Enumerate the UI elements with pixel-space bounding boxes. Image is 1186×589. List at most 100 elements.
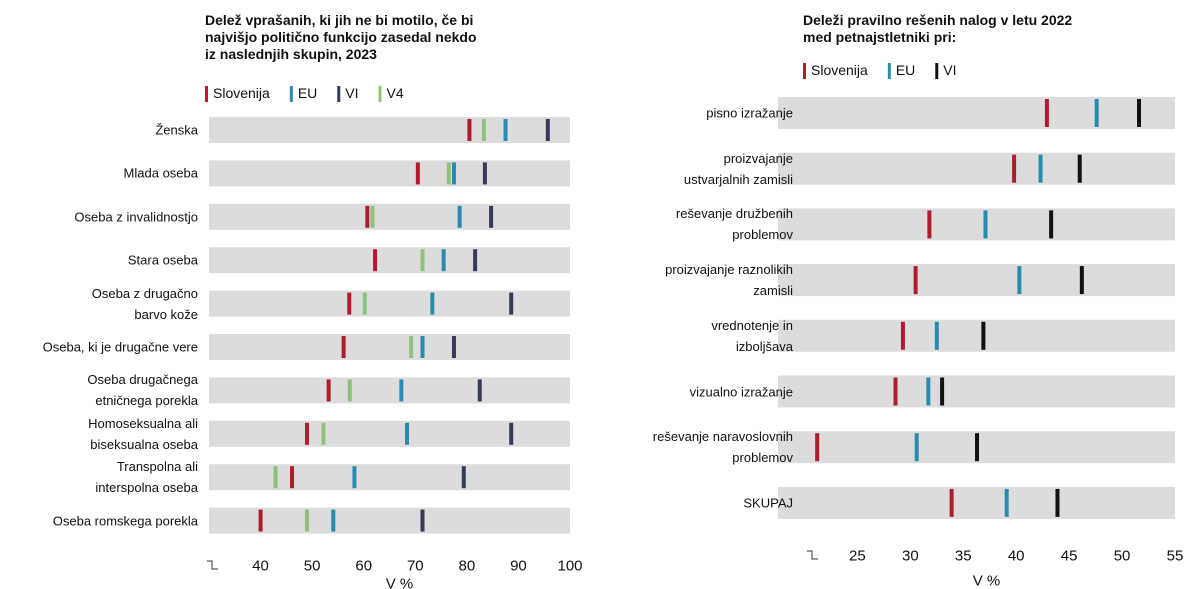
row-band: [209, 160, 570, 187]
dot-mark: [949, 488, 954, 517]
dot-mark: [290, 466, 295, 489]
row-band: [209, 377, 570, 404]
dot-mark: [489, 205, 494, 228]
legend-swatch: [337, 86, 341, 102]
dot-mark: [326, 379, 331, 402]
dot-mark: [352, 466, 357, 489]
dot-mark: [913, 266, 918, 295]
dot-mark: [370, 205, 375, 228]
dot-mark: [934, 321, 939, 350]
row-band: [209, 334, 570, 360]
x-axis-label: V %: [385, 575, 414, 589]
dot-mark: [409, 336, 414, 358]
dot-mark: [926, 377, 931, 406]
x-tick-label: 50: [1113, 547, 1131, 565]
x-tick-label: 40: [1007, 547, 1025, 565]
category-label: Stara oseba: [127, 252, 198, 268]
dot-mark: [481, 119, 486, 141]
dot-mark: [430, 292, 435, 315]
dot-mark: [321, 422, 326, 445]
row-band: [778, 486, 1175, 519]
category-label: reševanje naravoslovnih problemov: [652, 429, 793, 466]
x-tick-label: 60: [355, 557, 373, 575]
category-label: Oseba drugačnega etničnega porekla: [87, 372, 198, 409]
legend-swatch: [289, 86, 293, 102]
row-band: [209, 464, 570, 491]
legend-swatch: [378, 86, 382, 102]
dot-mark: [815, 433, 820, 462]
dot-mark: [1079, 266, 1084, 295]
dot-mark: [900, 321, 905, 350]
legend-label: VI: [345, 85, 359, 101]
dot-mark: [1017, 266, 1022, 295]
category-label: Ženska: [155, 122, 198, 138]
axis-break: [207, 560, 218, 570]
chart-title: Delež vprašanih, ki jih ne bi motilo, če…: [205, 12, 477, 62]
dot-mark: [415, 162, 420, 185]
category-label: Oseba z invalidnostjo: [74, 209, 198, 225]
dot-mark: [451, 336, 456, 358]
legend-label: EU: [297, 85, 318, 101]
dot-mark: [940, 377, 945, 406]
dot-mark: [503, 119, 508, 141]
category-label: vizualno izražanje: [689, 384, 793, 399]
x-tick-label: 50: [303, 557, 321, 575]
dot-mark: [983, 210, 988, 239]
axis-break: [807, 550, 818, 560]
legend-swatch: [803, 63, 806, 79]
dot-mark: [457, 205, 462, 228]
dot-mark: [1004, 488, 1009, 517]
x-tick-label: 45: [1060, 547, 1078, 565]
category-label: Oseba romskega porekla: [52, 513, 198, 529]
dot-mark: [461, 466, 466, 489]
x-tick-label: 70: [406, 557, 424, 575]
dot-mark: [1012, 154, 1017, 183]
dot-mark: [405, 422, 410, 445]
dot-mark: [273, 466, 278, 489]
row-band: [209, 247, 570, 274]
row-band: [778, 375, 1175, 408]
row-band: [209, 117, 570, 143]
x-tick-label: 35: [954, 547, 972, 565]
dot-mark: [304, 509, 309, 532]
dot-mark: [1094, 99, 1099, 127]
x-tick-label: 55: [1166, 547, 1184, 565]
category-label: reševanje družbenih problemov: [675, 206, 793, 243]
dot-mark: [473, 249, 478, 272]
dot-mark: [545, 119, 550, 141]
dot-mark: [420, 509, 425, 532]
legend-swatch: [205, 86, 208, 102]
dot-mark: [304, 422, 309, 445]
dot-mark: [258, 509, 263, 532]
dot-mark: [1055, 488, 1060, 517]
dot-mark: [981, 321, 986, 350]
dot-mark: [347, 379, 352, 402]
legend-swatch: [935, 63, 939, 79]
dot-mark: [1038, 154, 1043, 183]
dot-mark: [509, 422, 514, 445]
dot-mark: [1137, 99, 1142, 127]
legend-label: VI: [943, 62, 957, 78]
x-tick-label: 30: [901, 547, 919, 565]
row-band: [778, 152, 1175, 185]
x-tick-label: 80: [458, 557, 476, 575]
category-label: SKUPAJ: [743, 495, 793, 511]
legend-swatch: [887, 63, 891, 79]
legend-label: EU: [895, 62, 916, 78]
dot-mark: [420, 249, 425, 272]
dot-mark: [365, 205, 370, 228]
legend-label: Slovenija: [811, 62, 868, 78]
dot-mark: [467, 119, 472, 141]
dot-mark: [509, 292, 514, 315]
dot-mark: [1077, 154, 1082, 183]
dot-mark: [451, 162, 456, 185]
category-label: vrednotenje in izboljšava: [711, 317, 793, 354]
row-band: [209, 290, 570, 317]
dot-mark: [482, 162, 487, 185]
dot-mark: [1044, 99, 1049, 127]
category-label: Transpolna ali interspolna oseba: [95, 459, 198, 496]
x-tick-label: 90: [510, 557, 527, 575]
row-band: [209, 507, 570, 534]
